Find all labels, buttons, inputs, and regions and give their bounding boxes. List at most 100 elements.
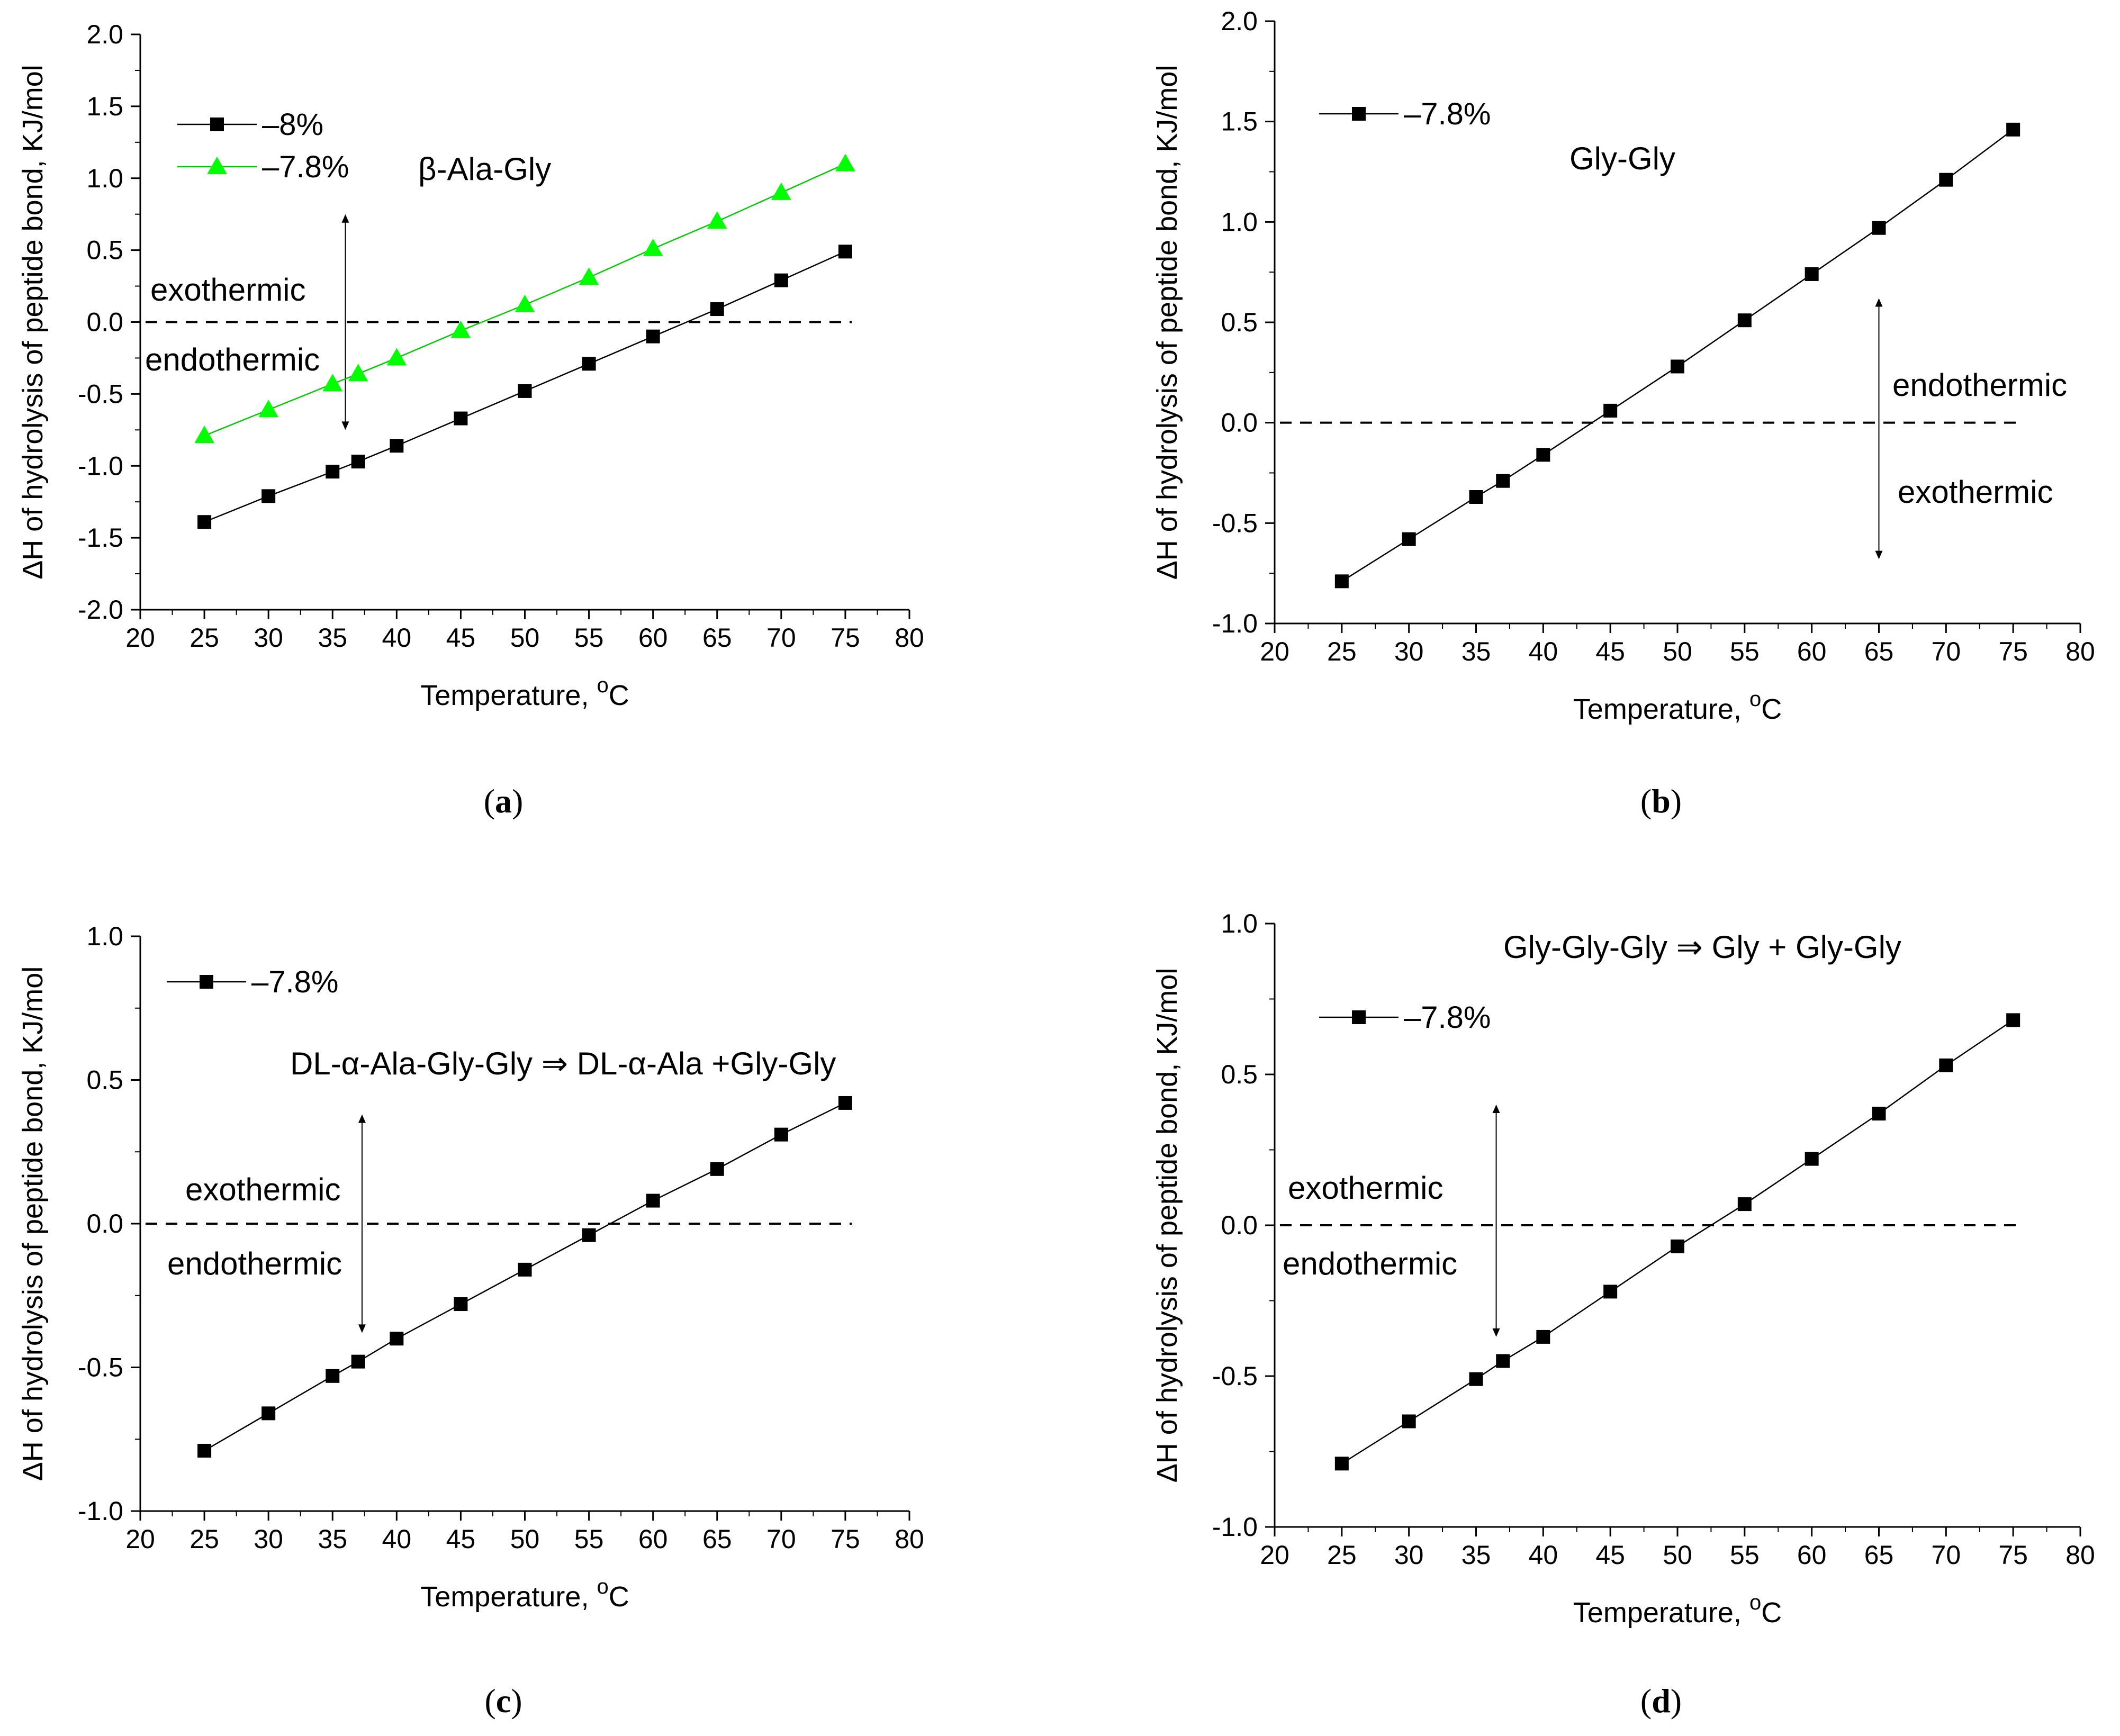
x-tick-label: 75 bbox=[831, 1524, 860, 1554]
data-point bbox=[1603, 1285, 1618, 1299]
x-tick-label: 35 bbox=[318, 1524, 347, 1554]
annotation-upper: endothermic bbox=[1892, 367, 2067, 403]
data-point bbox=[838, 245, 852, 259]
data-point bbox=[351, 455, 365, 469]
arrow-down-icon bbox=[1875, 550, 1883, 559]
x-tick-label: 60 bbox=[638, 1524, 668, 1554]
x-tick-label: 40 bbox=[1529, 1540, 1558, 1570]
arrow-up-icon bbox=[341, 214, 349, 223]
x-tick-label: 20 bbox=[125, 1524, 155, 1554]
y-tick-label: 2.0 bbox=[86, 20, 123, 49]
x-tick-label: 30 bbox=[254, 1524, 283, 1554]
data-point bbox=[835, 153, 855, 171]
data-point bbox=[1469, 490, 1483, 504]
data-point bbox=[326, 1369, 340, 1383]
panel-label-letter: c bbox=[496, 1682, 511, 1720]
x-tick-label: 75 bbox=[831, 623, 860, 653]
data-point bbox=[582, 357, 596, 371]
y-tick-label: -0.5 bbox=[1212, 508, 1258, 538]
y-tick-label: 2.0 bbox=[1221, 6, 1258, 36]
y-tick-label: 0.5 bbox=[86, 236, 123, 265]
y-tick-label: -1.5 bbox=[78, 523, 123, 553]
y-tick-label: 1.0 bbox=[86, 164, 123, 193]
data-point bbox=[646, 329, 660, 343]
legend-marker bbox=[200, 975, 213, 989]
y-axis-label: ΔH of hydrolysis of peptide bond, KJ/mol bbox=[17, 966, 49, 1481]
x-axis-label-sup: o bbox=[597, 1575, 608, 1598]
x-axis-label-text: Temperature, bbox=[420, 1581, 597, 1613]
panel-label: (d) bbox=[1640, 1682, 1682, 1720]
x-tick-label: 35 bbox=[1462, 1540, 1491, 1570]
panel-label: (b) bbox=[1640, 782, 1682, 820]
arrow-up-icon bbox=[1492, 1105, 1500, 1113]
legend-marker bbox=[1352, 107, 1366, 121]
x-tick-label: 50 bbox=[1663, 637, 1692, 666]
arrow-up-icon bbox=[1875, 298, 1883, 307]
x-axis-label-sup: o bbox=[1749, 688, 1761, 711]
y-tick-label: -0.5 bbox=[1212, 1361, 1258, 1391]
annotation-lower: exothermic bbox=[1898, 474, 2053, 510]
panel-label-open: ( bbox=[484, 782, 495, 820]
data-point bbox=[515, 294, 535, 312]
y-axis-label: ΔH of hydrolysis of peptide bond, KJ/mol bbox=[1151, 968, 1183, 1483]
legend-label: –7.8% bbox=[1404, 97, 1491, 131]
data-point bbox=[454, 1297, 468, 1312]
x-axis-label-unit: C bbox=[1761, 1597, 1782, 1629]
data-point bbox=[1536, 1330, 1550, 1344]
data-point bbox=[390, 1332, 404, 1346]
x-tick-label: 30 bbox=[1394, 637, 1424, 666]
y-tick-label: -1.0 bbox=[1212, 1512, 1258, 1542]
x-tick-label: 20 bbox=[125, 623, 155, 653]
data-point bbox=[646, 1194, 660, 1208]
data-point bbox=[771, 182, 791, 200]
y-axis-label: ΔH of hydrolysis of peptide bond, KJ/mol bbox=[1151, 65, 1183, 580]
x-tick-label: 70 bbox=[766, 623, 796, 653]
data-point bbox=[348, 364, 368, 382]
data-point bbox=[579, 267, 599, 285]
x-tick-label: 70 bbox=[766, 1524, 796, 1554]
data-point bbox=[1496, 474, 1510, 488]
legend-label: –7.8% bbox=[262, 150, 349, 184]
data-point bbox=[450, 320, 471, 338]
chart-title: Gly-Gly-Gly ⇒ Gly + Gly-Gly bbox=[1503, 929, 1901, 965]
x-tick-label: 65 bbox=[1864, 637, 1894, 666]
panel-label-close: ) bbox=[1671, 782, 1682, 820]
y-tick-label: 0.0 bbox=[1221, 408, 1258, 438]
panel-label: (c) bbox=[484, 1682, 522, 1720]
data-point bbox=[1603, 403, 1618, 418]
data-point bbox=[1536, 448, 1550, 462]
data-point bbox=[322, 374, 343, 392]
x-axis-label-unit: C bbox=[1761, 693, 1782, 725]
x-tick-label: 40 bbox=[382, 623, 412, 653]
data-point bbox=[582, 1228, 596, 1242]
x-tick-label: 25 bbox=[1327, 1540, 1357, 1570]
legend-marker bbox=[210, 117, 224, 131]
x-tick-label: 60 bbox=[638, 623, 668, 653]
y-tick-label: -0.5 bbox=[78, 379, 123, 409]
data-point bbox=[1671, 1239, 1684, 1253]
x-axis-label: Temperature, oC bbox=[1573, 688, 1782, 725]
x-tick-label: 80 bbox=[895, 1524, 924, 1554]
data-point bbox=[261, 1406, 276, 1421]
x-tick-label: 65 bbox=[1864, 1540, 1894, 1570]
data-point bbox=[518, 1262, 532, 1277]
x-tick-label: 60 bbox=[1797, 1540, 1827, 1570]
annotation-upper: exothermic bbox=[150, 272, 305, 308]
data-point bbox=[258, 400, 279, 418]
y-tick-label: 0.0 bbox=[1221, 1210, 1258, 1240]
x-tick-label: 80 bbox=[2065, 1540, 2095, 1570]
series-line-0 bbox=[204, 251, 846, 523]
chart-title: β-Ala-Gly bbox=[418, 151, 551, 187]
x-tick-label: 20 bbox=[1260, 637, 1289, 666]
series-line-0 bbox=[1341, 129, 2014, 582]
y-tick-label: -2.0 bbox=[78, 595, 123, 625]
x-axis-label: Temperature, oC bbox=[1573, 1591, 1782, 1629]
x-tick-label: 75 bbox=[1998, 1540, 2028, 1570]
x-tick-label: 45 bbox=[446, 623, 476, 653]
y-tick-label: 1.0 bbox=[86, 921, 123, 951]
data-point bbox=[1402, 1414, 1416, 1428]
series-line-0 bbox=[204, 1102, 846, 1452]
x-tick-label: 25 bbox=[190, 623, 219, 653]
x-tick-label: 65 bbox=[702, 1524, 732, 1554]
arrow-down-icon bbox=[341, 421, 349, 430]
